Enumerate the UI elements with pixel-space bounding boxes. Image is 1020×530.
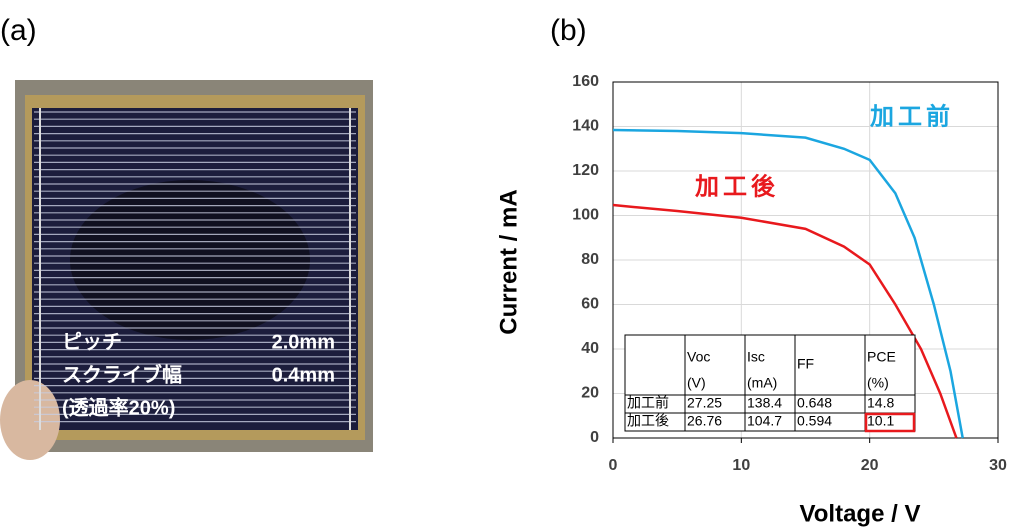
table-cell: 26.76 <box>687 413 722 429</box>
table-cell: 0.648 <box>797 395 832 411</box>
x-tick-label: 0 <box>609 457 618 474</box>
series-line <box>612 203 958 439</box>
photo-label: スクライブ幅 <box>62 362 182 386</box>
table-header: (V) <box>687 375 706 391</box>
table-cell: 14.8 <box>867 395 894 411</box>
y-tick-label: 80 <box>581 251 599 268</box>
photo-shadow <box>70 180 310 340</box>
plot-frame <box>612 81 999 439</box>
x-tick-label: 10 <box>732 457 750 474</box>
x-axis-title: Voltage / V <box>800 500 921 527</box>
y-tick-label: 140 <box>572 118 599 135</box>
table-row-label: 加工後 <box>627 413 669 429</box>
series-label: 加工後 <box>695 172 779 200</box>
table-header: (mA) <box>747 375 777 391</box>
y-tick-label: 20 <box>581 385 599 402</box>
photo-value: 0.4mm <box>272 364 335 386</box>
y-tick-label: 60 <box>581 296 599 313</box>
table-header: (%) <box>867 375 889 391</box>
series-line <box>612 128 964 439</box>
table-header: Isc <box>747 349 765 365</box>
series-label: 加工前 <box>870 102 954 130</box>
panel-label: (b) <box>550 14 587 47</box>
y-tick-label: 120 <box>572 162 599 179</box>
y-axis-title: Current / mA <box>495 189 522 334</box>
table-cell: 104.7 <box>747 413 782 429</box>
table-row-label: 加工前 <box>627 395 669 411</box>
x-tick-label: 30 <box>989 457 1007 474</box>
y-tick-label: 0 <box>590 429 599 446</box>
photo-value: 2.0mm <box>272 331 335 353</box>
photo-label: (透過率20%) <box>62 395 175 419</box>
y-tick-label: 40 <box>581 340 599 357</box>
table-cell: 27.25 <box>687 395 722 411</box>
photo: ピッチ 2.0mm スクライブ幅 0.4mm (透過率20%) <box>0 80 373 460</box>
table-cell: 0.594 <box>797 413 832 429</box>
table-cell: 138.4 <box>747 395 782 411</box>
table-header: PCE <box>867 349 896 365</box>
table-header: FF <box>797 356 814 372</box>
y-tick-label: 100 <box>572 207 599 224</box>
photo-thumb <box>0 380 60 460</box>
panel-label: (a) <box>0 14 37 47</box>
y-tick-label: 160 <box>572 73 599 90</box>
table-header: Voc <box>687 349 710 365</box>
table-cell: 10.1 <box>867 413 894 429</box>
photo-label: ピッチ <box>62 330 122 353</box>
highlight-box <box>864 412 916 433</box>
x-tick-label: 20 <box>861 457 879 474</box>
